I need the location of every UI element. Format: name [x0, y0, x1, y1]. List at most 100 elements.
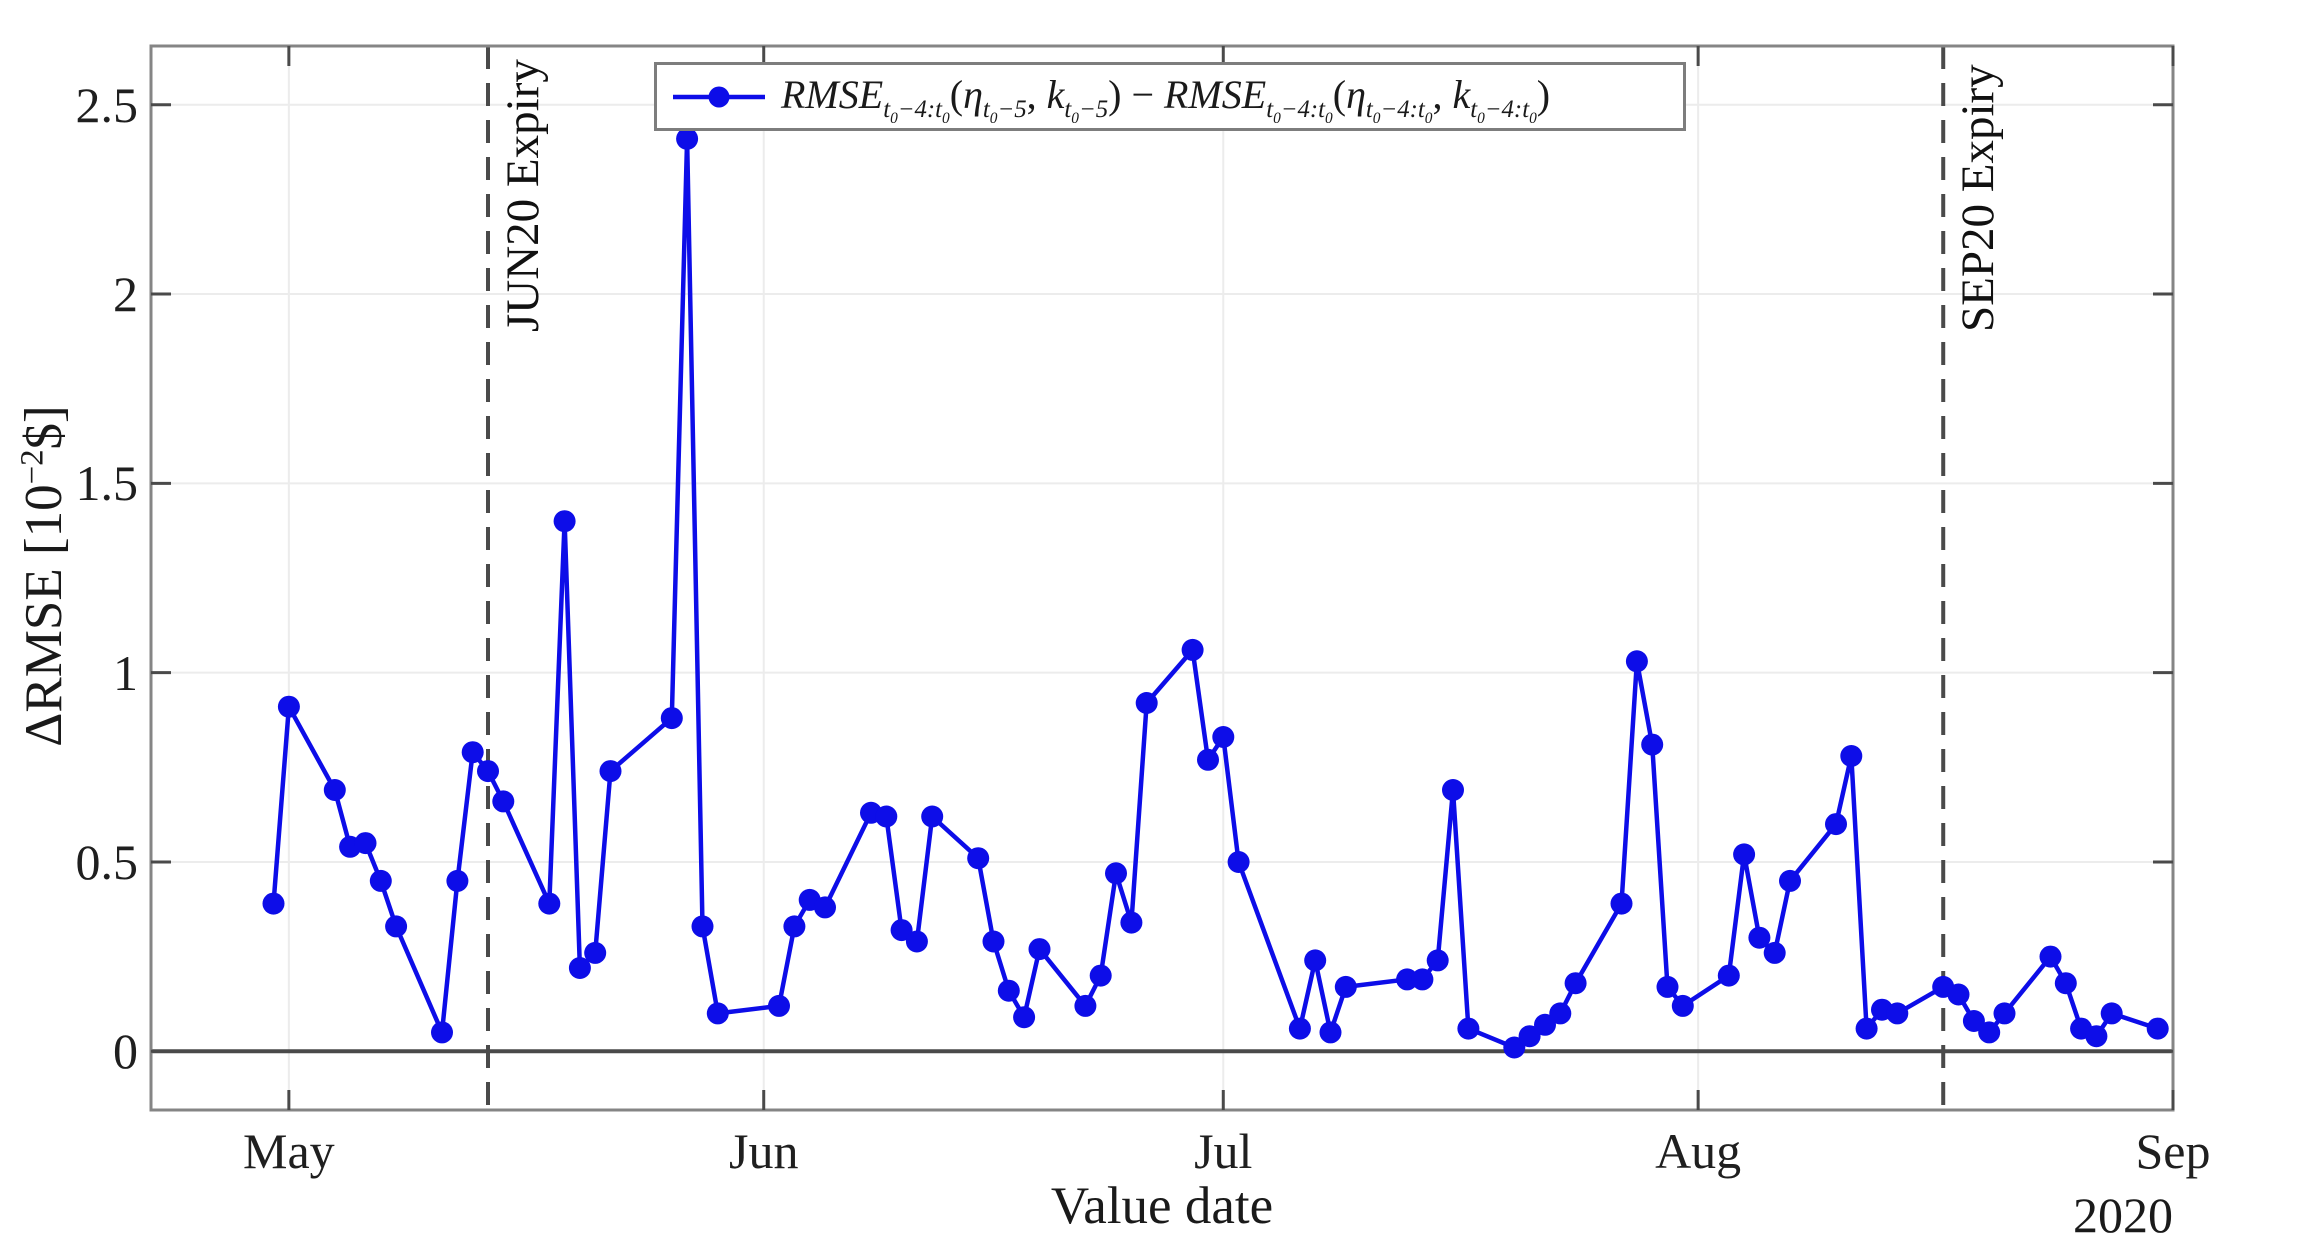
x-axis-year-label: 2020 [2073, 1187, 2173, 1243]
data-line [271, 136, 2159, 1050]
data-point [2100, 1002, 2123, 1025]
data-point [967, 847, 990, 870]
data-point [1549, 1002, 1572, 1025]
legend-label: RMSEt0−4:t0(ηt0−5, kt0−5) − RMSEt0−4:t0(… [781, 71, 1551, 127]
expiry-label: SEP20 Expiry [1952, 64, 2005, 332]
data-point [1748, 926, 1771, 949]
data-point [599, 760, 622, 783]
data-point [1733, 843, 1756, 866]
data-point [1028, 938, 1051, 961]
data-point [1518, 1025, 1541, 1048]
data-point [584, 941, 607, 964]
x-axis-label: Value date [1050, 1177, 1274, 1235]
data-point [1074, 994, 1097, 1017]
data-point [1564, 972, 1587, 995]
data-point [1426, 949, 1449, 972]
data-point [477, 760, 499, 783]
data-point [1334, 975, 1357, 998]
data-point [997, 979, 1020, 1002]
data-point [1227, 851, 1250, 873]
data-point [2054, 972, 2077, 995]
expiry-label: JUN20 Expiry [497, 59, 549, 332]
data-point [1625, 650, 1648, 673]
y-tick-label: 2.5 [75, 76, 139, 133]
data-point [1181, 638, 1204, 661]
data-point [1304, 949, 1327, 972]
data-point [1319, 1021, 1342, 1044]
data-point [768, 994, 790, 1017]
y-tick-label: 0 [113, 1023, 138, 1080]
y-tick-label: 1.5 [75, 455, 139, 512]
data-point [1411, 968, 1434, 991]
data-point [492, 790, 515, 813]
data-point [538, 892, 561, 915]
tick-marks [151, 46, 2175, 1110]
data-point [1671, 994, 1694, 1017]
data-point [323, 779, 346, 801]
data-point [1135, 692, 1158, 714]
data-point [354, 832, 377, 855]
data-point [277, 695, 300, 718]
data-point [706, 1002, 729, 1025]
data-point [1641, 733, 1664, 756]
data-point [1717, 964, 1740, 987]
legend-marker-icon [708, 86, 730, 107]
data-point [1212, 726, 1235, 748]
data-point [1855, 1017, 1878, 1040]
data-point [1457, 1017, 1480, 1040]
y-tick-label: 2 [113, 266, 138, 322]
x-tick-label: Aug [1655, 1123, 1742, 1179]
data-point [431, 1021, 453, 1044]
data-point [1610, 892, 1633, 915]
data-point [676, 127, 699, 150]
x-tick-label: May [243, 1123, 335, 1179]
data-point [1089, 964, 1112, 987]
y-tick-label: 1 [113, 644, 138, 701]
data-point [783, 915, 806, 938]
y-tick-label: 0.5 [75, 833, 139, 890]
data-point [1442, 779, 1464, 801]
data-point [1197, 748, 1219, 771]
data-point [1779, 869, 1801, 892]
data-point [461, 741, 484, 764]
x-tick-label: Jun [728, 1123, 799, 1179]
data-point [905, 930, 928, 953]
data-point [1534, 1013, 1556, 1036]
data-point [1840, 745, 1863, 767]
data-point [1825, 813, 1847, 836]
data-point [2039, 945, 2062, 968]
data-point [2146, 1017, 2169, 1040]
data-point [1120, 911, 1143, 934]
data-points [262, 127, 2169, 1059]
data-point [660, 707, 683, 730]
data-point [814, 896, 836, 919]
data-point [369, 869, 392, 892]
legend-line-sample [673, 86, 765, 107]
legend: RMSEt0−4:t0(ηt0−5, kt0−5) − RMSEt0−4:t0(… [654, 62, 1686, 131]
data-point [1503, 1036, 1526, 1059]
data-point [1962, 1010, 1985, 1032]
data-point [568, 957, 591, 979]
data-point [2085, 1025, 2108, 1048]
data-point [385, 915, 408, 938]
data-point [890, 919, 913, 942]
axes-box [149, 44, 2175, 1112]
data-point [1886, 1002, 1909, 1025]
data-point [1947, 983, 1970, 1006]
data-point [982, 930, 1005, 953]
data-point [1396, 968, 1419, 991]
data-point [1288, 1017, 1311, 1040]
x-tick-label: Sep [2135, 1123, 2211, 1179]
data-point [921, 805, 944, 828]
x-tick-label: Jul [1194, 1123, 1253, 1179]
data-point [1763, 941, 1786, 964]
data-point [1978, 1021, 2001, 1044]
data-point [446, 869, 469, 892]
data-point [1013, 1006, 1036, 1029]
data-point [1656, 975, 1679, 998]
data-point [1993, 1002, 2016, 1025]
data-point [553, 510, 576, 533]
data-point [262, 892, 285, 915]
